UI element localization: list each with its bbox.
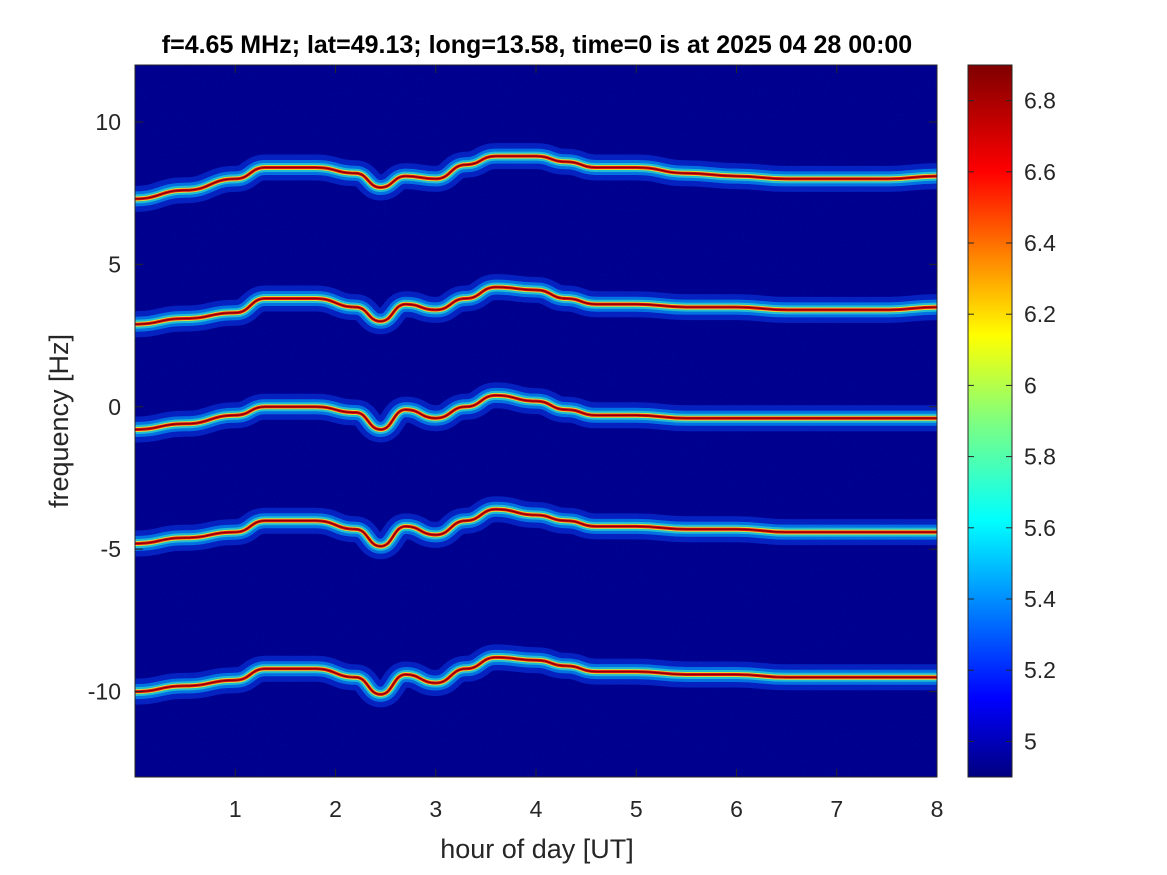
x-axis-label: hour of day [UT] [440,834,634,864]
colorbar-tick-label: 6.2 [1024,301,1056,327]
chart-title: f=4.65 MHz; lat=49.13; long=13.58, time=… [162,31,912,59]
x-tick-label: 3 [429,796,442,822]
trace-band-3 [135,382,937,443]
y-tick-label: 5 [108,251,121,277]
x-tick-label: 4 [530,796,543,822]
colorbar-tick-label: 5.4 [1024,586,1056,612]
spectral-traces [135,143,937,708]
trace-band-2-layer-6 [135,286,937,325]
trace-band-5-layer-6 [135,656,937,696]
y-tick-label: 10 [95,109,121,135]
trace-band-1-layer-6 [135,155,937,200]
x-tick-label: 8 [931,796,944,822]
colorbar-tick-label: 5.2 [1024,657,1056,683]
colorbar-tick-label: 6.8 [1024,88,1056,114]
x-tick-label: 1 [229,796,242,822]
trace-band-4-layer-6 [135,508,937,547]
y-axis-ticks: 10 5 0 -5 -10 [88,109,937,705]
x-tick-label: 6 [730,796,743,822]
colorbar-tick-label: 6.6 [1024,159,1056,185]
x-tick-label: 2 [329,796,342,822]
x-tick-label: 7 [830,796,843,822]
y-tick-label: 0 [108,394,121,420]
y-axis-label: frequency [Hz] [44,334,74,508]
colorbar-tick-label: 6.4 [1024,230,1056,256]
colorbar-tick-label: 5 [1024,728,1037,754]
y-tick-label: -5 [101,536,121,562]
colorbar-tick-label: 5.8 [1024,444,1056,470]
trace-band-1 [135,143,937,212]
trace-band-2 [135,274,937,338]
x-tick-label: 5 [630,796,643,822]
colorbar [967,64,1013,778]
trace-band-5 [135,644,937,708]
colorbar-tick-label: 6 [1024,372,1037,398]
y-tick-label: -10 [88,679,121,705]
colorbar-ticks: 5 5.2 5.4 5.6 5.8 6 6.2 6.4 6.6 6.8 [968,88,1056,754]
trace-band-3-layer-6 [135,394,937,431]
x-axis-ticks: 1 2 3 4 5 6 7 8 [229,65,944,822]
trace-band-4 [135,496,937,560]
colorbar-tick-label: 5.6 [1024,515,1056,541]
